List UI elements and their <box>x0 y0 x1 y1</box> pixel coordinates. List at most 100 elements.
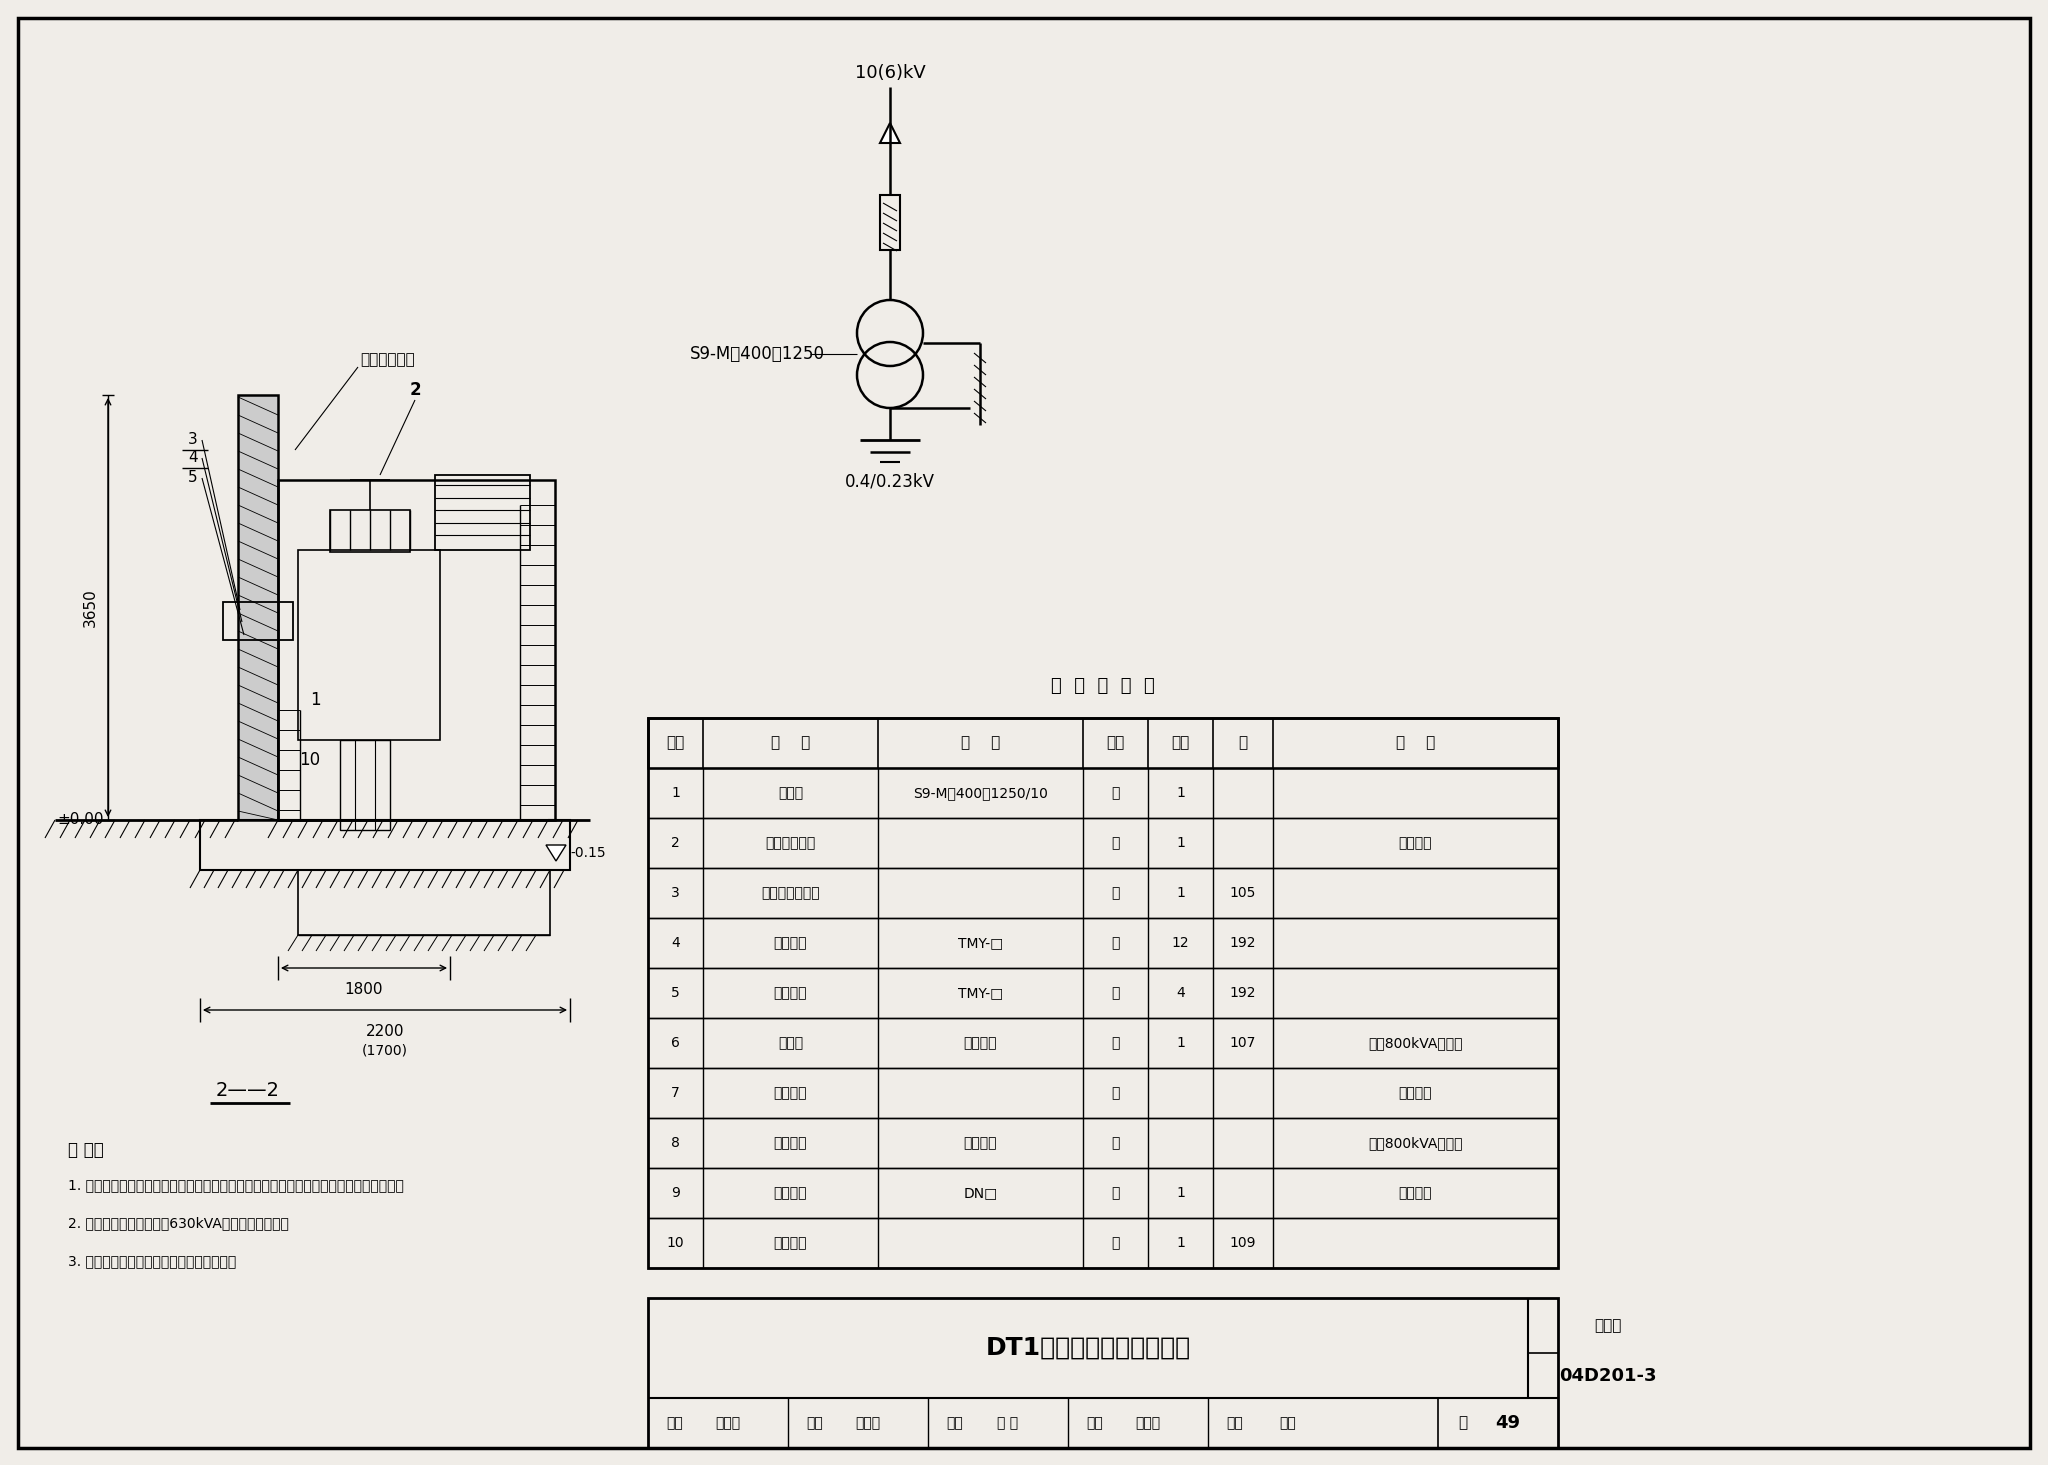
Text: 编号: 编号 <box>666 735 684 750</box>
Text: 电缆导管: 电缆导管 <box>774 1187 807 1200</box>
Text: 套: 套 <box>1112 837 1120 850</box>
Text: 1: 1 <box>1176 1187 1186 1200</box>
Polygon shape <box>881 123 899 144</box>
Text: 192: 192 <box>1229 986 1255 1001</box>
Text: 3650: 3650 <box>82 587 98 627</box>
Text: 105: 105 <box>1229 886 1255 900</box>
Bar <box>238 637 279 659</box>
Text: 规    格: 规 格 <box>961 735 999 750</box>
Text: 2200: 2200 <box>367 1024 403 1040</box>
Text: 页: 页 <box>1458 1415 1466 1430</box>
Text: 5: 5 <box>188 470 199 485</box>
Bar <box>279 481 555 820</box>
Text: 4: 4 <box>188 451 199 466</box>
Text: 3: 3 <box>188 432 199 447</box>
Text: 10: 10 <box>299 752 322 769</box>
Bar <box>881 195 899 251</box>
Text: 12: 12 <box>1171 936 1190 949</box>
Text: 4: 4 <box>672 936 680 949</box>
Text: 中性母线: 中性母线 <box>774 986 807 1001</box>
Bar <box>238 813 279 820</box>
Text: 1: 1 <box>1176 886 1186 900</box>
Text: 名    称: 名 称 <box>770 735 811 750</box>
Text: 用于800kVA及以上: 用于800kVA及以上 <box>1368 1135 1462 1150</box>
Text: DT1变压器台布置图（二）: DT1变压器台布置图（二） <box>985 1336 1190 1360</box>
Text: 吴他兴: 吴他兴 <box>715 1417 741 1430</box>
Text: 单位: 单位 <box>1106 735 1124 750</box>
Bar <box>330 510 410 552</box>
Text: 米: 米 <box>1112 936 1120 949</box>
Bar <box>238 725 279 747</box>
Bar <box>238 527 279 549</box>
Text: 1: 1 <box>1176 787 1186 800</box>
Bar <box>223 602 293 640</box>
Text: (1700): (1700) <box>362 1043 408 1058</box>
Text: 10(6)kV: 10(6)kV <box>854 64 926 82</box>
Text: DN□: DN□ <box>963 1187 997 1200</box>
Bar <box>238 571 279 593</box>
Bar <box>238 791 279 813</box>
Bar <box>434 475 530 549</box>
Text: ±0.00: ±0.00 <box>57 813 104 828</box>
Text: 10: 10 <box>668 1236 684 1250</box>
Text: 李 井: 李 井 <box>997 1417 1018 1430</box>
Bar <box>238 615 279 637</box>
Text: 端子筐: 端子筐 <box>778 1036 803 1050</box>
Bar <box>238 703 279 725</box>
Bar <box>238 440 279 461</box>
Text: 1: 1 <box>1176 1236 1186 1250</box>
Bar <box>238 681 279 703</box>
Text: 2——2: 2——2 <box>215 1081 281 1100</box>
Text: 根: 根 <box>1112 1187 1120 1200</box>
Text: 个: 个 <box>1112 1036 1120 1050</box>
Text: 用于800kVA及以上: 用于800kVA及以上 <box>1368 1036 1462 1050</box>
Text: 低压母线: 低压母线 <box>774 936 807 949</box>
Bar <box>238 418 279 440</box>
Bar <box>238 483 279 505</box>
Text: 台: 台 <box>1112 787 1120 800</box>
Text: 数量: 数量 <box>1171 735 1190 750</box>
Text: 9: 9 <box>672 1187 680 1200</box>
Bar <box>238 396 279 820</box>
Text: 1800: 1800 <box>344 983 383 998</box>
Text: 1: 1 <box>1176 1036 1186 1050</box>
Text: 2. 括号内尺寸用于容量为630kVA及以下的变压器。: 2. 括号内尺寸用于容量为630kVA及以下的变压器。 <box>68 1216 289 1231</box>
Text: 4: 4 <box>1176 986 1186 1001</box>
Bar <box>238 769 279 791</box>
Text: 8: 8 <box>672 1135 680 1150</box>
Bar <box>238 747 279 769</box>
Text: 49: 49 <box>1495 1414 1520 1431</box>
Text: 工程: 工程 <box>1085 1417 1102 1430</box>
Text: 米: 米 <box>1112 1086 1120 1100</box>
Text: 工程决定: 工程决定 <box>965 1036 997 1050</box>
Text: S9-M，400～1250/10: S9-M，400～1250/10 <box>913 787 1049 800</box>
Text: TMY-□: TMY-□ <box>958 986 1004 1001</box>
Text: 图集号: 图集号 <box>1593 1318 1622 1333</box>
Text: 校对: 校对 <box>946 1417 963 1430</box>
Bar <box>238 659 279 681</box>
Text: 王小华: 王小华 <box>1135 1417 1161 1430</box>
Text: -0.15: -0.15 <box>569 845 606 860</box>
Text: 工程决定: 工程决定 <box>1399 1187 1432 1200</box>
Text: 备    注: 备 注 <box>1397 735 1436 750</box>
Text: 处: 处 <box>1112 1236 1120 1250</box>
Text: 设计: 设计 <box>1227 1417 1243 1430</box>
Text: 绘制: 绘制 <box>807 1417 823 1430</box>
Text: 1. 高压电缆盒应灰满电缆胶加以密封，用干包电缆终端头时，应用油浸黄麻将接口密封。: 1. 高压电缆盒应灰满电缆胶加以密封，用干包电缆终端头时，应用油浸黄麻将接口密封… <box>68 1178 403 1193</box>
Bar <box>647 1298 1559 1447</box>
Text: 192: 192 <box>1229 936 1255 949</box>
Text: 吴山巳: 吴山巳 <box>856 1417 881 1430</box>
Bar <box>340 740 389 831</box>
Text: 2: 2 <box>672 837 680 850</box>
Bar <box>238 505 279 527</box>
Text: 变压器: 变压器 <box>778 787 803 800</box>
Text: 04D201-3: 04D201-3 <box>1559 1367 1657 1384</box>
Text: 米: 米 <box>1112 986 1120 1001</box>
Bar <box>238 593 279 615</box>
Text: 3. 低压母线数也可采用密集型母线槽方式。: 3. 低压母线数也可采用密集型母线槽方式。 <box>68 1254 236 1269</box>
Text: 工程决定: 工程决定 <box>965 1135 997 1150</box>
Bar <box>238 549 279 571</box>
Text: 页: 页 <box>1239 735 1247 750</box>
Text: 工程决定: 工程决定 <box>1399 1086 1432 1100</box>
Text: 5: 5 <box>672 986 680 1001</box>
